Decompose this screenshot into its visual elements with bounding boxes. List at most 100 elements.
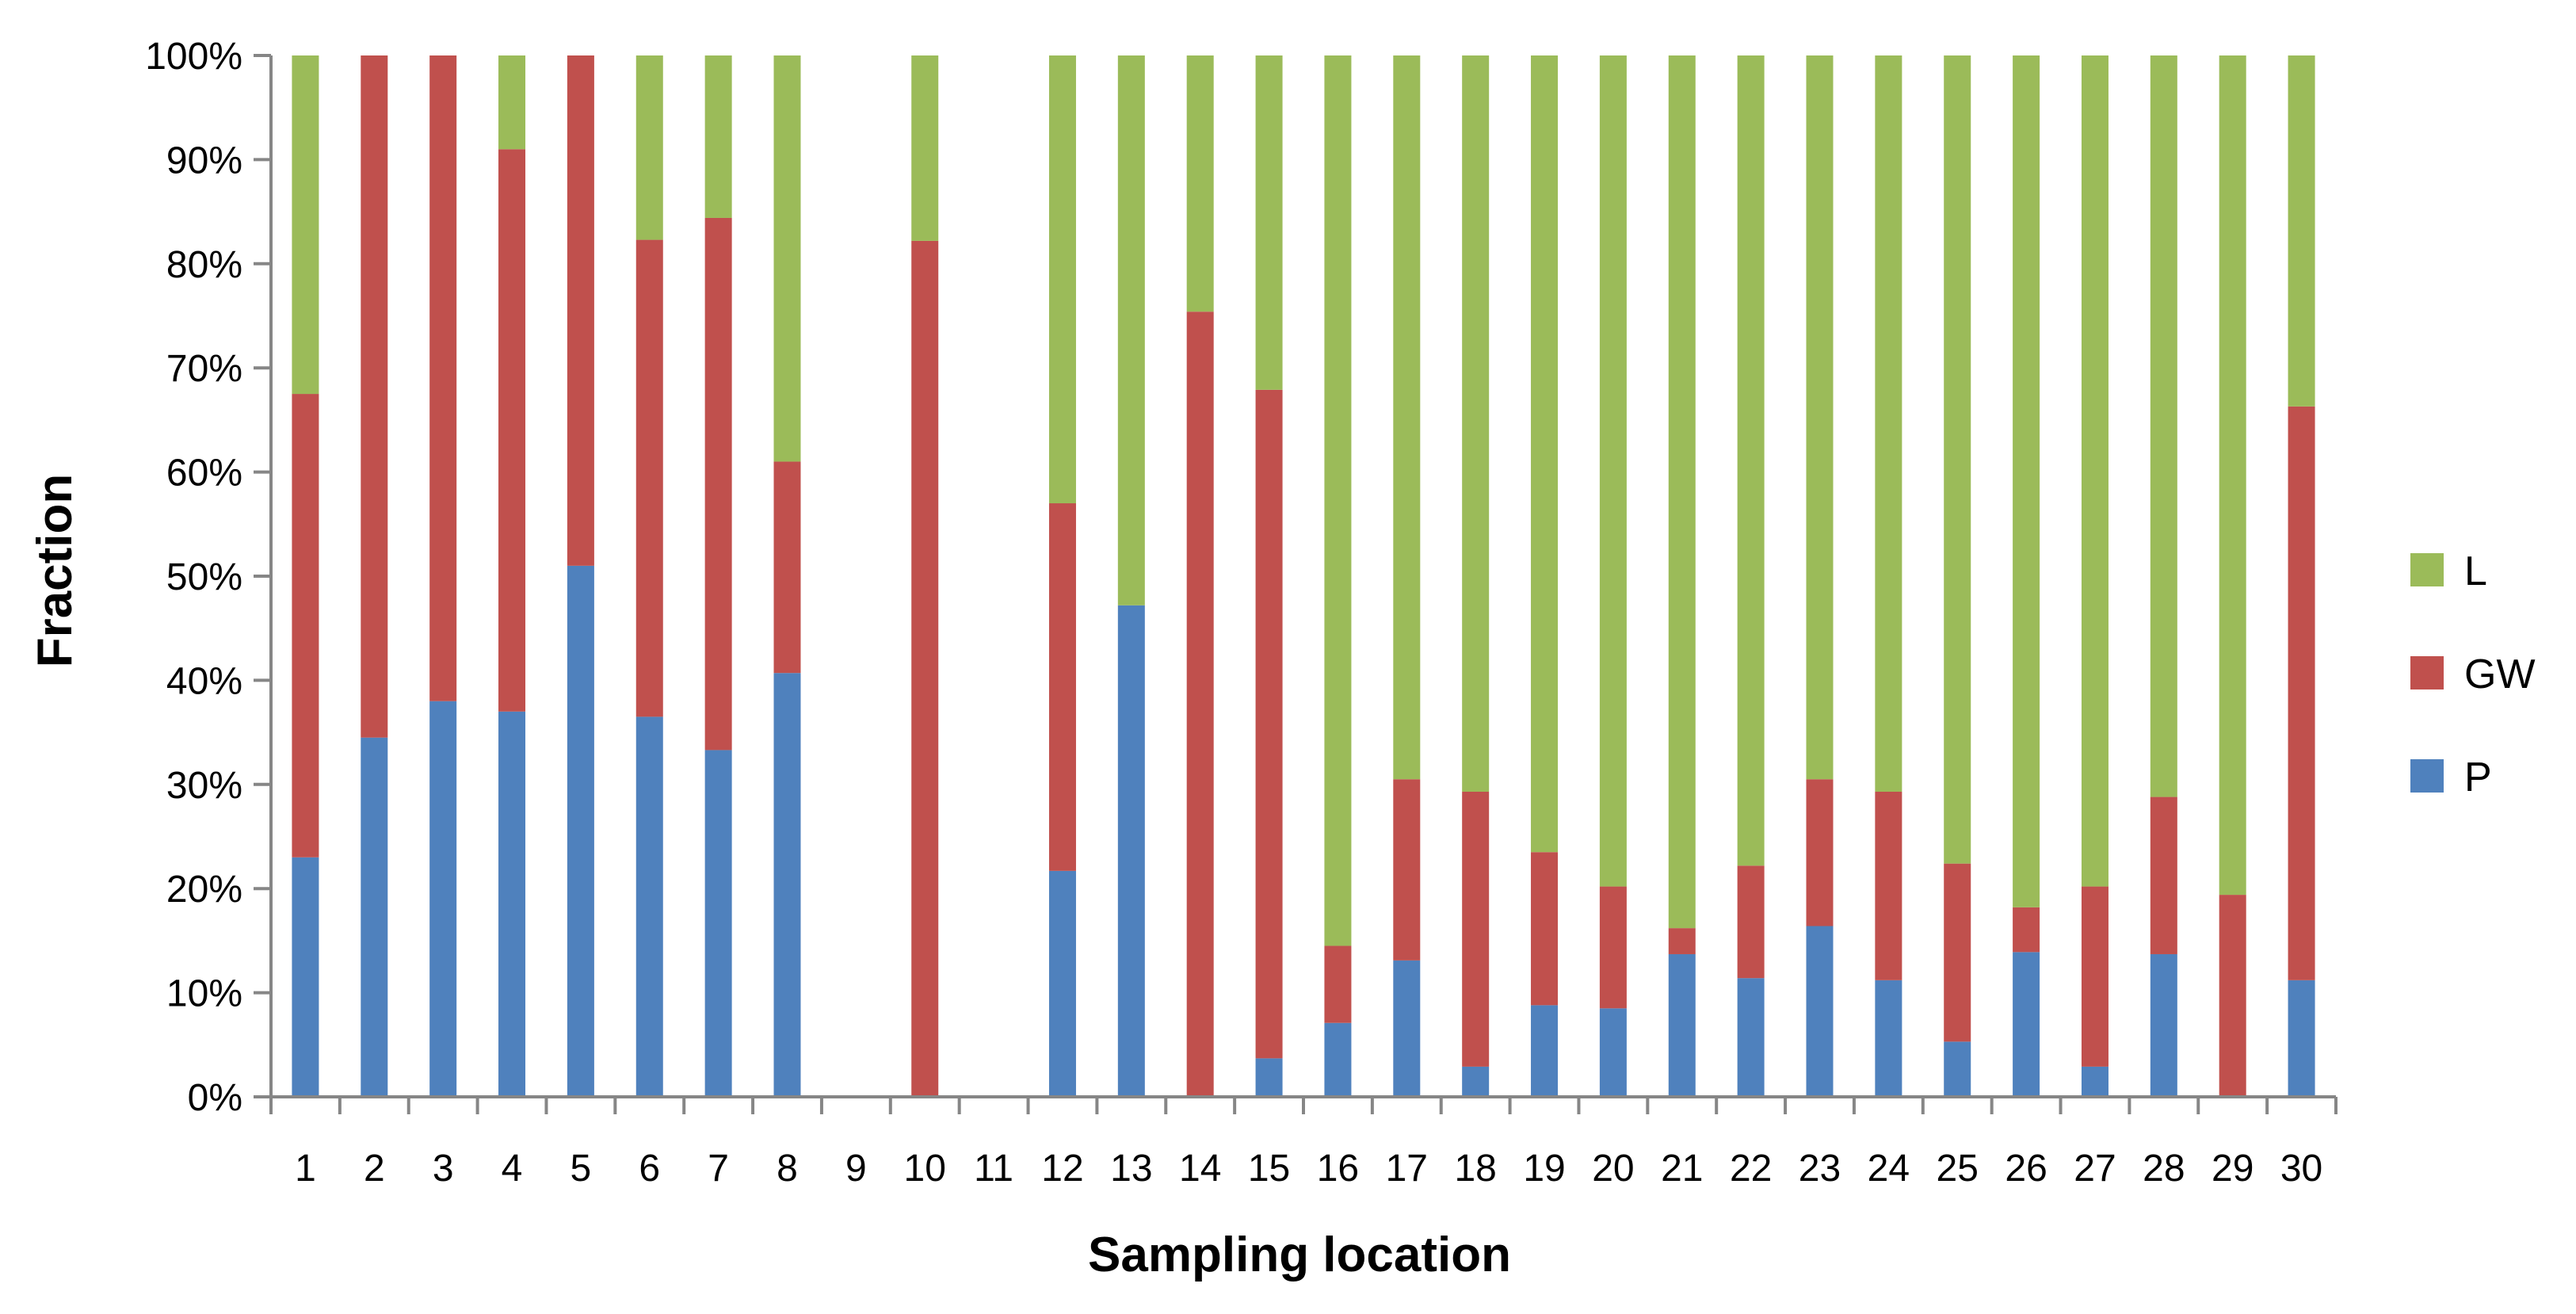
- x-tick-label-16: 16: [1317, 1148, 1359, 1190]
- x-tick-label-24: 24: [1868, 1148, 1910, 1190]
- bar-l-loc-16: [1324, 55, 1352, 946]
- bar-gw-loc-23: [1806, 779, 1834, 926]
- bar-l-loc-25: [1944, 55, 1971, 864]
- x-tick-label-6: 6: [639, 1148, 660, 1190]
- x-tick-label-1: 1: [295, 1148, 316, 1190]
- x-tick-label-20: 20: [1592, 1148, 1634, 1190]
- x-tick-label-8: 8: [777, 1148, 798, 1190]
- x-tick-label-13: 13: [1110, 1148, 1152, 1190]
- bar-p-loc-7: [704, 750, 732, 1097]
- bar-gw-loc-17: [1393, 779, 1421, 961]
- bar-gw-loc-30: [2288, 406, 2315, 980]
- bar-l-loc-7: [704, 55, 732, 218]
- x-tick-label-3: 3: [433, 1148, 454, 1190]
- bar-gw-loc-25: [1944, 863, 1971, 1042]
- y-tick-label-100: 100%: [145, 36, 242, 78]
- bar-gw-loc-14: [1186, 311, 1214, 1097]
- bar-p-loc-18: [1462, 1066, 1490, 1097]
- bar-p-loc-3: [429, 701, 457, 1097]
- legend-label-l: L: [2464, 548, 2487, 594]
- x-tick-label-15: 15: [1248, 1148, 1290, 1190]
- bar-p-loc-27: [2081, 1066, 2109, 1097]
- bar-l-loc-17: [1393, 55, 1421, 780]
- bar-gw-loc-24: [1875, 792, 1902, 980]
- legend-swatch-l: [2410, 553, 2444, 586]
- legend-swatch-gw: [2410, 656, 2444, 689]
- bar-l-loc-22: [1737, 55, 1765, 866]
- bar-l-loc-6: [635, 55, 663, 240]
- bar-gw-loc-8: [773, 461, 801, 674]
- bar-l-loc-4: [498, 55, 526, 150]
- bar-gw-loc-29: [2219, 895, 2246, 1097]
- bar-p-loc-20: [1599, 1008, 1627, 1097]
- bar-gw-loc-2: [361, 55, 388, 738]
- x-tick-label-18: 18: [1454, 1148, 1496, 1190]
- bar-p-loc-24: [1875, 980, 1902, 1097]
- bar-p-loc-25: [1944, 1041, 1971, 1097]
- bar-gw-loc-28: [2150, 796, 2177, 954]
- y-axis-title: Fraction: [28, 474, 82, 668]
- bar-p-loc-17: [1393, 960, 1421, 1097]
- y-tick-label-0: 0%: [188, 1077, 242, 1119]
- y-tick-label-20: 20%: [166, 869, 242, 911]
- bars-layer: [292, 55, 2315, 1097]
- bar-l-loc-29: [2219, 55, 2246, 896]
- bar-l-loc-30: [2288, 55, 2315, 407]
- bar-l-loc-18: [1462, 55, 1490, 792]
- bar-l-loc-27: [2081, 55, 2109, 887]
- bar-l-loc-19: [1531, 55, 1559, 853]
- x-tick-label-14: 14: [1179, 1148, 1221, 1190]
- bar-l-loc-14: [1186, 55, 1214, 312]
- x-tick-label-9: 9: [845, 1148, 867, 1190]
- bar-l-loc-10: [911, 55, 939, 241]
- bar-gw-loc-3: [429, 55, 457, 701]
- x-tick-label-29: 29: [2212, 1148, 2254, 1190]
- bar-p-loc-21: [1668, 953, 1696, 1097]
- bar-p-loc-15: [1255, 1058, 1283, 1097]
- bar-gw-loc-4: [498, 149, 526, 712]
- x-tick-label-2: 2: [364, 1148, 385, 1190]
- x-tick-label-10: 10: [904, 1148, 946, 1190]
- x-tick-label-19: 19: [1523, 1148, 1565, 1190]
- bar-l-loc-12: [1048, 55, 1076, 504]
- x-tick-label-25: 25: [1937, 1148, 1979, 1190]
- x-tick-label-4: 4: [502, 1148, 523, 1190]
- legend-label-p: P: [2464, 754, 2492, 800]
- bar-gw-loc-5: [567, 55, 594, 566]
- bar-p-loc-12: [1048, 870, 1076, 1097]
- bar-gw-loc-1: [292, 394, 319, 858]
- bar-p-loc-5: [567, 565, 594, 1097]
- y-tick-label-60: 60%: [166, 453, 242, 495]
- bar-gw-loc-15: [1255, 389, 1283, 1059]
- bar-gw-loc-27: [2081, 886, 2109, 1067]
- bar-l-loc-26: [2013, 55, 2040, 907]
- x-tick-label-28: 28: [2143, 1148, 2185, 1190]
- x-tick-label-27: 27: [2074, 1148, 2116, 1190]
- bar-gw-loc-6: [635, 239, 663, 717]
- x-tick-label-21: 21: [1661, 1148, 1703, 1190]
- bar-l-loc-13: [1117, 55, 1145, 605]
- y-tick-label-40: 40%: [166, 660, 242, 702]
- bar-l-loc-8: [773, 55, 801, 462]
- labels-layer: 0%10%20%30%40%50%60%70%80%90%100%1 2 3 4 5 6 7…: [145, 36, 2322, 1190]
- legend-label-gw: GW: [2464, 651, 2536, 697]
- y-tick-label-80: 80%: [166, 244, 242, 286]
- bar-l-loc-1: [292, 55, 319, 395]
- bar-gw-loc-7: [704, 217, 732, 751]
- bar-p-loc-16: [1324, 1022, 1352, 1097]
- bar-p-loc-26: [2013, 952, 2040, 1097]
- x-tick-label-11: 11: [974, 1148, 1013, 1190]
- bar-p-loc-8: [773, 673, 801, 1097]
- bar-l-loc-28: [2150, 55, 2177, 797]
- bar-p-loc-13: [1117, 605, 1145, 1097]
- x-axis-title: Sampling location: [1088, 1228, 1511, 1282]
- bar-p-loc-4: [498, 711, 526, 1097]
- bar-l-loc-23: [1806, 55, 1834, 780]
- y-tick-label-70: 70%: [166, 348, 242, 390]
- bar-l-loc-20: [1599, 55, 1627, 887]
- bar-p-loc-2: [361, 737, 388, 1097]
- bar-gw-loc-26: [2013, 907, 2040, 953]
- x-tick-label-17: 17: [1386, 1148, 1428, 1190]
